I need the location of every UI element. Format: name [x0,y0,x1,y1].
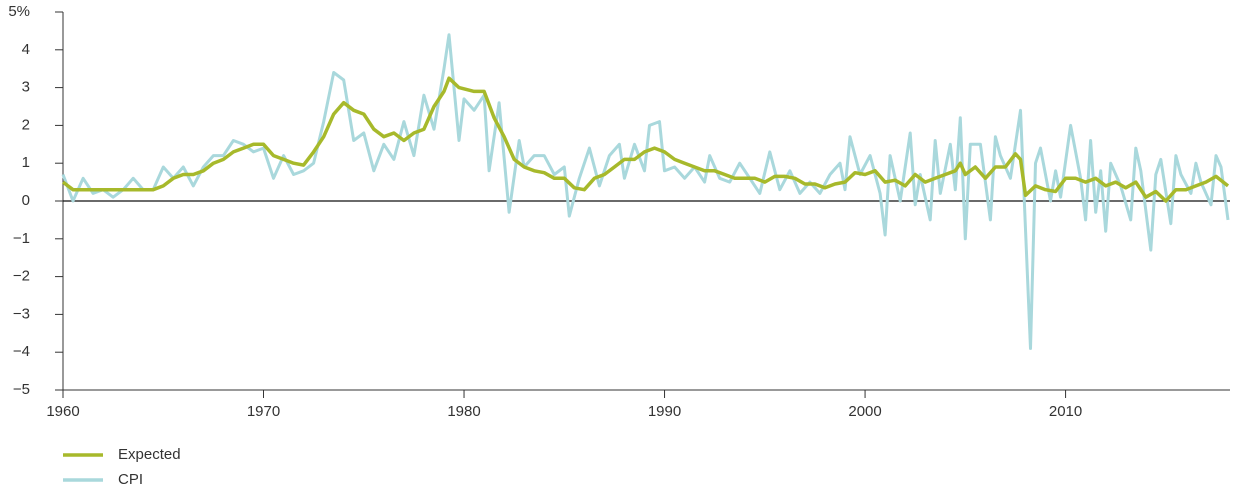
legend-label: CPI [118,471,143,488]
series-line [61,33,1230,350]
x-tick-label: 1960 [46,403,79,420]
x-tick-label: 1980 [447,403,480,420]
y-tick-label: 2 [22,116,30,133]
x-tick-label: 2000 [848,403,881,420]
series-line [61,76,1230,203]
y-tick-label: 4 [22,41,30,58]
y-tick-label: 1 [22,154,30,171]
y-tick-label: −3 [13,305,30,322]
legend-label: Expected [118,446,181,463]
y-tick-label: 5% [8,3,30,20]
y-tick-label: 0 [22,192,30,209]
y-tick-label: −1 [13,230,30,247]
x-tick-label: 2010 [1049,403,1082,420]
y-tick-label: −5 [13,381,30,398]
y-tick-label: −4 [13,343,30,360]
x-tick-label: 1970 [247,403,280,420]
y-tick-label: −2 [13,268,30,285]
x-tick-label: 1990 [648,403,681,420]
y-tick-label: 3 [22,79,30,96]
